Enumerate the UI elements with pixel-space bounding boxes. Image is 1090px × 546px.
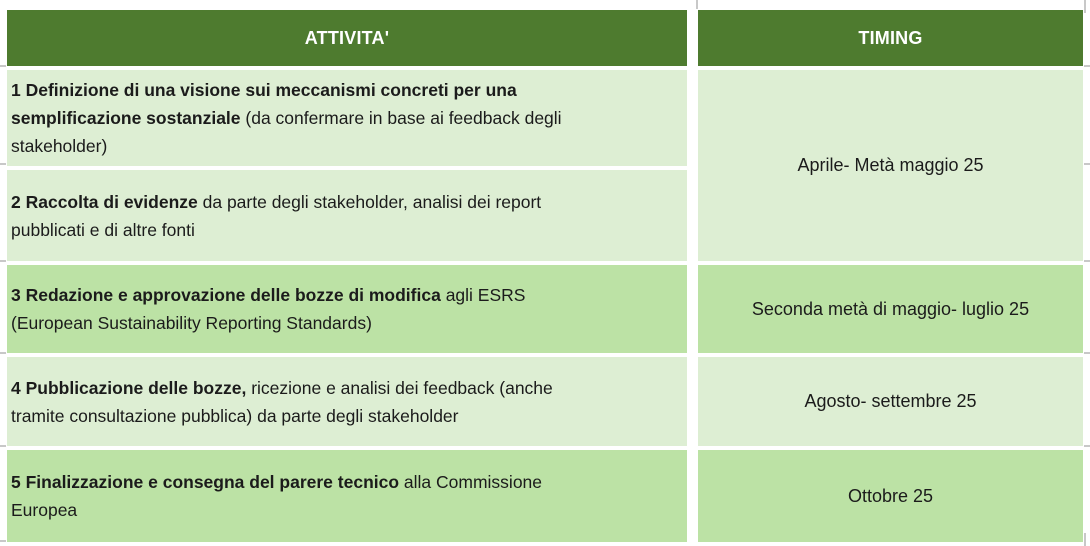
gridline-stub	[0, 260, 6, 262]
timing-cell-row-5: Ottobre 25	[698, 450, 1083, 542]
activity-row-3-rest-text: agli ESRS (European Sustainability Repor…	[11, 285, 526, 333]
activity-row-5-bold-text: 5 Finalizzazione e consegna del parere t…	[11, 472, 400, 492]
activity-row-2-text: 2 Raccolta di evidenze da parte degli st…	[11, 188, 541, 244]
gridline-stub	[1084, 260, 1090, 262]
activity-row-3: 3 Redazione e approvazione delle bozze d…	[7, 265, 687, 353]
gridline-stub	[1084, 352, 1090, 354]
timing-cell-row-4: Agosto- settembre 25	[698, 357, 1083, 446]
activity-row-5: 5 Finalizzazione e consegna del parere t…	[7, 450, 687, 542]
activity-row-2: 2 Raccolta di evidenze da parte degli st…	[7, 170, 687, 261]
activity-row-4-text: 4 Pubblicazione delle bozze, ricezione e…	[11, 374, 553, 430]
activity-row-5-rest-text: alla Commissione Europea	[11, 472, 543, 520]
activity-row-1: 1 Definizione di una visione sui meccani…	[7, 70, 687, 166]
gridline-stub	[1084, 65, 1090, 67]
timing-label-4: Ottobre 25	[847, 485, 934, 506]
column-header-attivita: ATTIVITA'	[7, 10, 687, 66]
activity-row-4: 4 Pubblicazione delle bozze, ricezione e…	[7, 357, 687, 446]
activity-row-1-rest-text: (da confermare in base ai feedback degli…	[11, 108, 562, 156]
activity-row-5-text: 5 Finalizzazione e consegna del parere t…	[11, 468, 542, 524]
gridline-stub	[0, 540, 6, 542]
activity-row-2-bold-text: 2 Raccolta di evidenze	[11, 191, 198, 212]
timing-label-2: Seconda metà di maggio- luglio 25	[751, 298, 1030, 319]
gridline-stub	[1084, 445, 1090, 447]
gridline-stub	[0, 352, 6, 354]
activity-row-3-bold-text: 3 Redazione e approvazione delle bozze d…	[11, 285, 441, 305]
timing-cell-row-3: Seconda metà di maggio- luglio 25	[698, 265, 1083, 353]
gridline-stub	[696, 0, 698, 9]
gridline-stub	[0, 65, 6, 67]
activity-timing-table: ATTIVITA' TIMING 1 Definizione di una vi…	[7, 10, 1083, 542]
activity-row-3-text: 3 Redazione e approvazione delle bozze d…	[11, 281, 525, 337]
activity-row-4-bold-text: 4 Pubblicazione delle bozze,	[11, 377, 247, 398]
activity-row-1-bold-text: 1 Definizione di una visione sui meccani…	[11, 80, 517, 128]
activity-row-4-rest-text: ricezione e analisi dei feedback (anche …	[11, 377, 553, 426]
timing-cell-rows-1-2: Aprile- Metà maggio 25	[698, 70, 1083, 261]
activity-row-2-rest-text: da parte degli stakeholder, analisi dei …	[11, 191, 542, 240]
timing-label-3: Agosto- settembre 25	[804, 391, 977, 411]
gridline-stub	[1084, 533, 1086, 546]
gridline-stub	[0, 163, 6, 165]
gridline-stub	[1084, 163, 1090, 165]
gridline-stub	[1084, 0, 1086, 13]
activity-row-1-text: 1 Definizione di una visione sui meccani…	[11, 76, 562, 160]
gridline-stub	[0, 445, 6, 447]
timing-label-1: Aprile- Metà maggio 25	[797, 155, 984, 175]
column-header-timing: TIMING	[698, 10, 1083, 66]
